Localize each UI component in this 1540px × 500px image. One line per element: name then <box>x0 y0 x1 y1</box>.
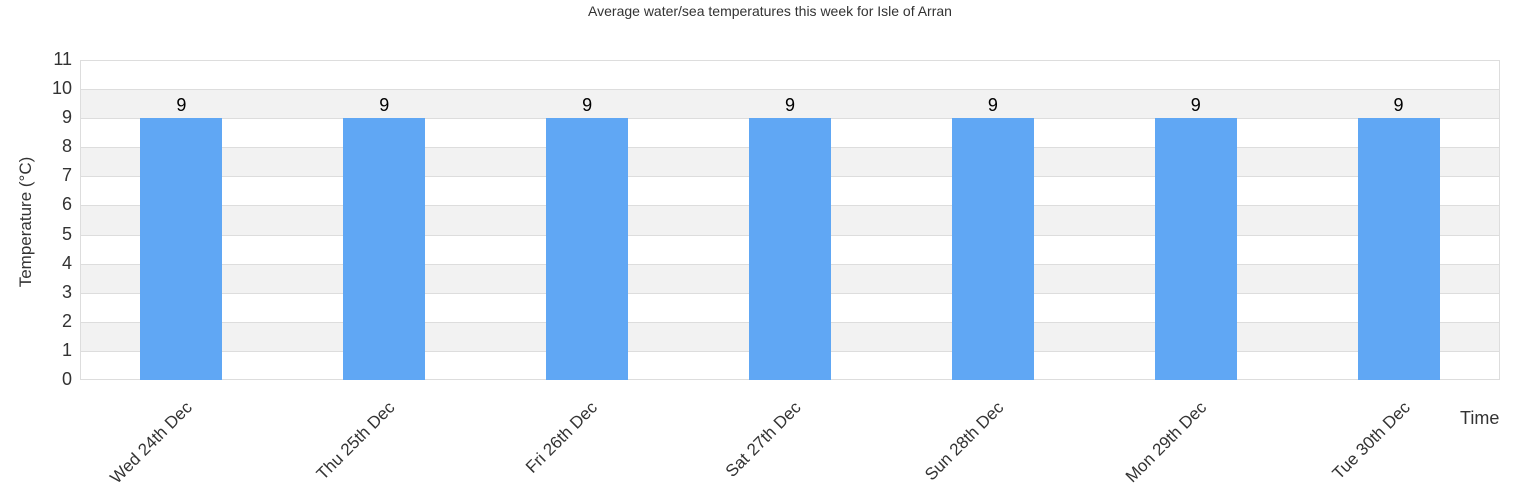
x-tick-label: Tue 30th Dec <box>1328 397 1414 484</box>
bar <box>546 118 629 380</box>
x-tick-label: Mon 29th Dec <box>1121 397 1210 487</box>
y-tick-label: 10 <box>51 78 72 99</box>
x-tick-label: Fri 26th Dec <box>522 397 602 477</box>
y-tick-label: 2 <box>61 310 72 331</box>
bar-value-label: 9 <box>784 95 795 116</box>
bar <box>343 118 426 380</box>
y-tick-label: 4 <box>61 252 72 273</box>
y-tick-label: 7 <box>61 165 72 186</box>
bar <box>140 118 223 380</box>
y-tick-label: 5 <box>61 223 72 244</box>
bar <box>1154 118 1237 380</box>
bar-value-label: 9 <box>176 95 187 116</box>
x-axis-label: Time <box>1460 408 1500 428</box>
y-tick-label: 9 <box>61 107 72 128</box>
bar-value-label: 9 <box>987 95 998 116</box>
bar-value-label: 9 <box>1190 95 1201 116</box>
bar-value-label: 9 <box>379 95 390 116</box>
bar <box>1357 118 1440 380</box>
y-tick-label: 11 <box>53 49 72 69</box>
y-tick-label: 8 <box>61 136 72 157</box>
y-axis-label: Temperature (°C) <box>16 156 35 288</box>
gridline <box>81 89 1499 91</box>
x-tick-label: Wed 24th Dec <box>106 397 197 488</box>
y-tick-label: 0 <box>61 369 72 389</box>
x-tick-label: Sat 27th Dec <box>721 397 805 481</box>
y-tick-label: 1 <box>61 339 72 360</box>
chart-title: Average water/sea temperatures this week… <box>588 3 952 19</box>
y-tick-label: 6 <box>61 194 72 215</box>
bar-value-label: 9 <box>582 95 593 116</box>
x-tick-label: Sun 28th Dec <box>920 397 1008 485</box>
y-tick-label: 3 <box>61 281 72 302</box>
bar-value-label: 9 <box>1393 95 1404 116</box>
bar <box>749 118 831 380</box>
x-tick-label: Thu 25th Dec <box>313 397 399 484</box>
grid-band <box>81 90 1499 120</box>
bar <box>951 118 1034 380</box>
